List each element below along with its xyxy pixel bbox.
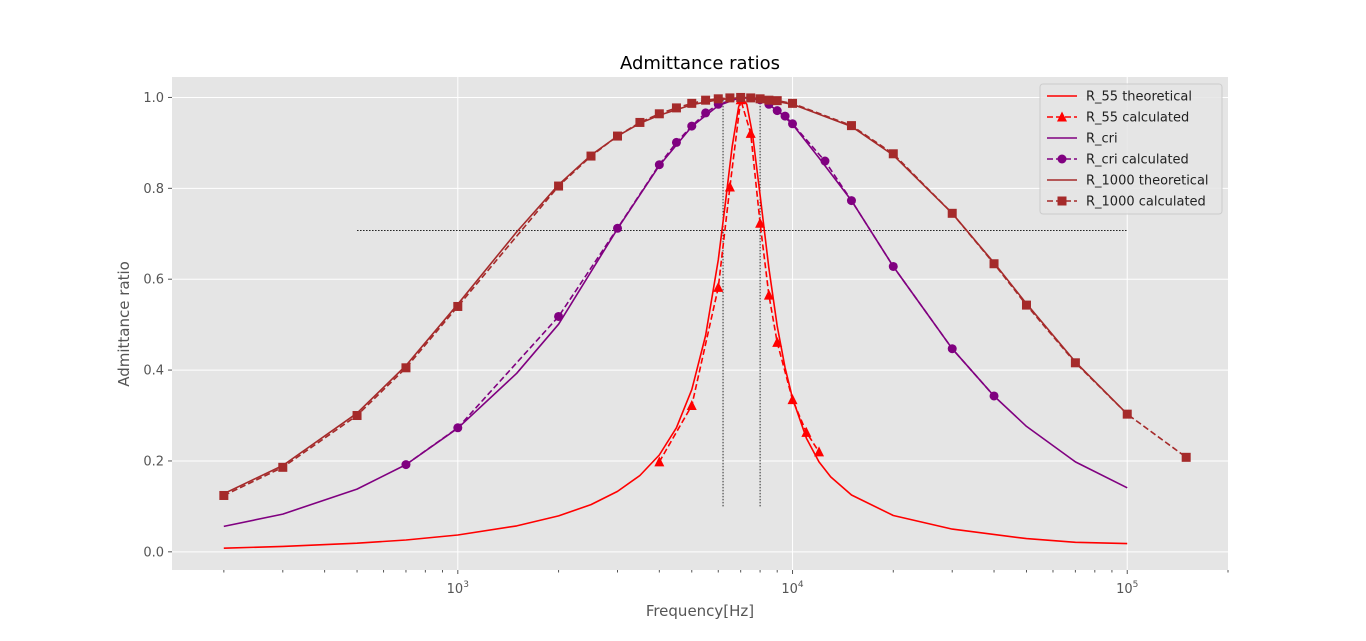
data-point-square — [755, 94, 765, 104]
legend-label: R_55 theoretical — [1086, 90, 1192, 105]
data-point-square — [278, 462, 288, 472]
y-tick-label: 0.6 — [143, 273, 164, 288]
y-tick-label: 0.4 — [143, 364, 164, 379]
data-point-square — [613, 131, 623, 141]
data-point-square — [772, 96, 782, 106]
legend-items: R_55 theoretical R_55 calculated R_cri R_cr… — [1047, 90, 1209, 210]
x-tick-exponent: 3 — [463, 580, 469, 590]
reference-lines — [357, 97, 1128, 507]
data-point-circle — [947, 344, 957, 354]
data-point-square — [1057, 196, 1067, 206]
data-point-square — [654, 109, 664, 119]
data-point-square — [1122, 409, 1132, 419]
legend-label: R_cri calculated — [1086, 153, 1189, 168]
data-point-square — [401, 363, 411, 373]
y-axis-label: Admittance ratio — [115, 261, 133, 387]
data-point-circle — [687, 121, 697, 131]
data-point-square — [219, 490, 229, 500]
series-r-1000-calculated — [219, 92, 1191, 500]
y-axis-ticks: 0.0 0.2 0.4 0.6 0.8 1.0 — [143, 91, 172, 560]
data-point-triangle — [772, 336, 783, 347]
series-line — [223, 96, 1128, 549]
data-point-square — [888, 149, 898, 159]
data-point-circle — [554, 311, 564, 321]
chart-title: Admittance ratios — [620, 53, 780, 74]
x-tick-base: 10 — [447, 582, 464, 597]
data-point-square — [554, 181, 564, 191]
x-tick-base: 10 — [1116, 582, 1133, 597]
data-point-square — [352, 411, 362, 421]
data-point-triangle — [745, 127, 756, 138]
data-point-square — [453, 301, 463, 311]
data-point-square — [671, 103, 681, 113]
data-point-triangle — [654, 456, 665, 467]
x-tick-label: 103 — [447, 580, 469, 597]
data-point-triangle — [801, 426, 812, 437]
data-point-triangle — [724, 181, 735, 192]
data-point-triangle — [763, 289, 774, 300]
legend-label: R_1000 calculated — [1086, 195, 1206, 210]
data-point-triangle — [787, 394, 798, 405]
data-point-square — [947, 208, 957, 218]
x-tick-exponent: 4 — [798, 580, 804, 590]
data-point-circle — [401, 460, 411, 470]
series-line — [658, 98, 820, 463]
data-point-square — [764, 95, 774, 105]
data-point-triangle — [755, 217, 766, 228]
data-point-square — [687, 98, 697, 108]
legend-label: R_55 calculated — [1086, 111, 1189, 126]
legend: R_55 theoretical R_55 calculated R_cri R_cr… — [1039, 83, 1223, 215]
data-point-square — [989, 259, 999, 269]
data-point-circle — [788, 119, 798, 129]
x-tick-label: 104 — [781, 580, 804, 597]
data-point-circle — [453, 423, 463, 433]
data-point-square — [736, 92, 746, 102]
data-point-square — [701, 95, 711, 105]
data-point-circle — [654, 160, 664, 170]
data-point-triangle — [1057, 111, 1067, 122]
data-point-circle — [989, 391, 999, 401]
x-tick-exponent: 5 — [1133, 580, 1139, 590]
data-point-circle — [772, 106, 782, 116]
x-axis-ticks: 103 104 105 — [223, 570, 1229, 597]
data-point-square — [713, 94, 723, 104]
legend-box — [1039, 83, 1223, 215]
data-point-circle — [1057, 154, 1067, 164]
x-tick-base: 10 — [781, 582, 798, 597]
data-point-circle — [780, 111, 790, 121]
data-point-circle — [888, 261, 898, 271]
series-layer — [219, 92, 1191, 549]
series-r-55-theoretical — [223, 96, 1128, 549]
data-point-square — [635, 117, 645, 127]
data-point-square — [846, 121, 856, 131]
x-tick-label: 105 — [1116, 580, 1138, 597]
data-point-square — [1181, 452, 1191, 462]
y-tick-label: 0.2 — [143, 454, 164, 469]
data-point-circle — [613, 223, 623, 233]
data-point-square — [1070, 358, 1080, 368]
data-point-triangle — [814, 446, 825, 457]
legend-label: R_1000 theoretical — [1086, 174, 1209, 189]
y-tick-label: 0.0 — [143, 545, 164, 560]
data-point-circle — [820, 156, 830, 166]
y-tick-label: 0.8 — [143, 182, 164, 197]
data-point-triangle — [686, 400, 697, 411]
data-point-triangle — [713, 281, 724, 292]
data-point-square — [746, 93, 756, 103]
y-tick-label: 1.0 — [143, 91, 164, 106]
data-point-square — [788, 98, 798, 108]
x-axis-label: Frequency[Hz] — [646, 602, 754, 620]
data-point-circle — [701, 108, 711, 118]
legend-label: R_cri — [1086, 132, 1118, 147]
data-point-square — [586, 151, 596, 161]
data-point-circle — [846, 196, 856, 206]
data-point-square — [1021, 300, 1031, 310]
data-point-circle — [671, 137, 681, 147]
data-point-square — [725, 93, 735, 103]
